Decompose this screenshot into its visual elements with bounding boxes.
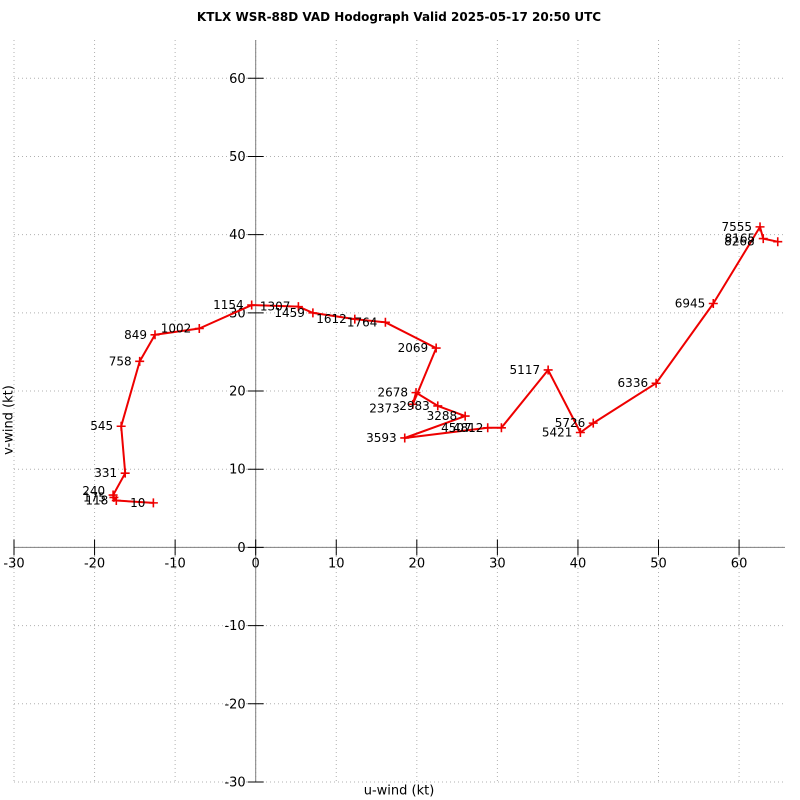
data-point-marker bbox=[350, 314, 360, 324]
y-tick-label: 60 bbox=[229, 72, 246, 87]
height-label: 8268 bbox=[724, 235, 755, 249]
data-point-marker bbox=[408, 399, 418, 409]
height-label: 2373 bbox=[369, 401, 400, 415]
y-axis-title: v-wind (kt) bbox=[1, 385, 17, 455]
tick-marks bbox=[13, 77, 740, 783]
height-label: 1307 bbox=[260, 300, 291, 314]
height-label: 6336 bbox=[618, 376, 649, 390]
x-tick-label: 30 bbox=[489, 556, 506, 571]
height-label: 2678 bbox=[377, 386, 408, 400]
x-axis-title: u-wind (kt) bbox=[363, 783, 435, 799]
y-tick-label: -10 bbox=[224, 619, 245, 634]
height-label: 6945 bbox=[675, 297, 706, 311]
height-label: 4812 bbox=[453, 421, 484, 435]
data-point-marker bbox=[108, 490, 118, 500]
height-label: 1459 bbox=[274, 306, 305, 320]
height-label: 240 bbox=[82, 484, 105, 498]
height-label: 118 bbox=[85, 494, 108, 508]
wind-trace bbox=[112, 225, 778, 504]
height-label: 5421 bbox=[542, 426, 573, 440]
height-label: 2983 bbox=[399, 399, 430, 413]
height-label: 1154 bbox=[213, 298, 244, 312]
x-tick-label: 10 bbox=[328, 556, 345, 571]
height-label: 2069 bbox=[398, 341, 429, 355]
data-point-marker bbox=[758, 234, 768, 244]
height-label: 758 bbox=[109, 354, 132, 368]
height-label: 5726 bbox=[555, 416, 586, 430]
zero-axis-lines bbox=[14, 40, 785, 782]
data-point-marker bbox=[588, 418, 598, 428]
data-point-markers bbox=[108, 222, 783, 508]
x-tick-label: 0 bbox=[252, 556, 260, 571]
height-label: 1612 bbox=[316, 312, 347, 326]
height-label: 175 bbox=[83, 490, 106, 504]
data-point-marker bbox=[116, 421, 126, 431]
height-label: 7555 bbox=[721, 220, 752, 234]
height-label: 1764 bbox=[347, 315, 378, 329]
height-label: 5117 bbox=[510, 363, 541, 377]
height-label: 545 bbox=[90, 419, 113, 433]
data-point-marker bbox=[755, 222, 765, 232]
y-tick-label: 40 bbox=[229, 228, 246, 243]
data-point-marker bbox=[460, 411, 470, 421]
height-label: 8165 bbox=[725, 232, 756, 246]
data-point-marker bbox=[194, 324, 204, 334]
height-label: 331 bbox=[94, 466, 117, 480]
data-point-marker bbox=[148, 498, 158, 508]
x-tick-label: 50 bbox=[650, 556, 667, 571]
data-point-marker bbox=[120, 468, 130, 478]
data-point-marker bbox=[773, 237, 783, 247]
gridlines bbox=[13, 40, 785, 783]
data-point-marker bbox=[247, 300, 257, 310]
x-tick-label: -30 bbox=[3, 556, 24, 571]
data-point-marker bbox=[543, 365, 553, 375]
data-point-marker bbox=[411, 388, 421, 398]
data-point-marker bbox=[308, 308, 318, 318]
data-point-marker bbox=[380, 317, 390, 327]
data-point-marker bbox=[708, 298, 718, 308]
y-tick-label: 20 bbox=[229, 385, 246, 400]
height-label: 4507 bbox=[441, 421, 472, 435]
x-tick-label: -10 bbox=[165, 556, 186, 571]
x-tick-label: 60 bbox=[731, 556, 748, 571]
chart-title: KTLX WSR-88D VAD Hodograph Valid 2025-05… bbox=[196, 10, 602, 24]
data-point-marker bbox=[483, 423, 493, 433]
y-tick-label: 0 bbox=[237, 541, 245, 556]
x-tick-label: 20 bbox=[409, 556, 426, 571]
height-label: 3593 bbox=[366, 431, 397, 445]
data-point-marker bbox=[135, 356, 145, 366]
data-point-marker bbox=[575, 428, 585, 438]
data-point-marker bbox=[433, 401, 443, 411]
x-tick-label: -20 bbox=[84, 556, 105, 571]
data-point-marker bbox=[651, 378, 661, 388]
y-tick-label: 50 bbox=[229, 150, 246, 165]
height-label: 849 bbox=[124, 328, 147, 342]
height-label: 3288 bbox=[427, 409, 458, 423]
height-label: 10 bbox=[130, 496, 145, 510]
data-point-marker bbox=[496, 423, 506, 433]
tick-labels: -30 -20 -10 0 10 20 30 40 50 60-30-20-10010203040… bbox=[3, 72, 747, 791]
y-tick-label: -20 bbox=[224, 697, 245, 712]
y-tick-label: 10 bbox=[229, 463, 246, 478]
data-point-marker bbox=[400, 433, 410, 443]
data-point-marker bbox=[293, 302, 303, 312]
data-point-marker bbox=[150, 330, 160, 340]
data-point-marker bbox=[431, 343, 441, 353]
height-label: 1002 bbox=[161, 322, 192, 336]
y-tick-label: -30 bbox=[224, 776, 245, 791]
x-tick-label: 40 bbox=[570, 556, 587, 571]
